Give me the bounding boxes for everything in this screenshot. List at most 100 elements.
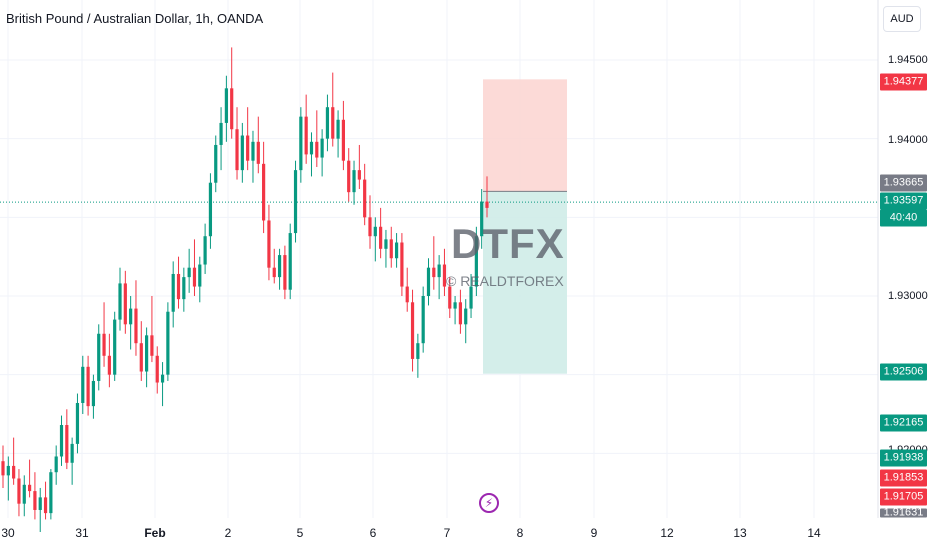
candle-bearish [65, 425, 69, 463]
candle-bearish [235, 129, 239, 171]
candle-bullish [118, 283, 122, 320]
target-price-badge: 1.92506 [880, 363, 927, 381]
candle-bearish [368, 217, 372, 237]
candle-bearish [192, 267, 197, 287]
candle-bearish [102, 333, 106, 356]
candle-bullish [416, 343, 420, 359]
candle-bullish [81, 366, 85, 403]
currency-button[interactable]: AUD [883, 6, 921, 32]
candle-bearish [12, 465, 16, 479]
candle-bullish [394, 242, 399, 259]
candle-bearish [230, 88, 234, 130]
candle-bullish [309, 141, 314, 155]
candle-bearish [267, 220, 271, 268]
candle-bearish [410, 302, 415, 359]
watermark-subtext: © REALDTFOREX [446, 273, 564, 289]
price-badge: 1.91853 [880, 469, 927, 487]
price-badge: 1.91938 [880, 449, 927, 467]
candle-bullish [240, 135, 244, 171]
candle-bearish [176, 273, 181, 300]
lightning-icon[interactable]: ⚡ [479, 493, 499, 513]
candle-bullish [336, 119, 340, 139]
candle-bullish [320, 138, 324, 158]
candle-bearish [43, 497, 48, 514]
candle-bullish [480, 201, 484, 237]
candle-bullish [299, 116, 303, 171]
candle-bearish [341, 119, 345, 161]
candle-bearish [448, 286, 452, 309]
candle-bearish [363, 179, 367, 218]
time-tick: 31 [75, 526, 89, 540]
candle-bearish [150, 335, 154, 356]
candle-bullish [352, 170, 356, 193]
candle-bullish [166, 311, 170, 375]
candle-bearish [155, 355, 159, 383]
price-tick: 1.94500 [888, 54, 928, 66]
candle-bullish [288, 233, 292, 290]
candle-bullish [75, 402, 80, 444]
time-tick: 9 [590, 526, 598, 540]
watermark-logo: DTFX [451, 220, 565, 267]
candle-bullish [129, 308, 133, 325]
candle-bearish [246, 135, 250, 161]
current-price-badge: 1.93597 [880, 192, 927, 210]
candle-bearish [400, 242, 404, 287]
candle-bullish [113, 319, 117, 375]
candle-bearish [33, 491, 37, 510]
candle-bullish [474, 236, 478, 287]
candle-bullish [208, 182, 213, 237]
time-tick: 2 [224, 526, 232, 540]
candle-bullish [38, 497, 42, 510]
candle-bearish [304, 116, 308, 155]
candle-bearish [331, 107, 335, 139]
candle-bearish [458, 302, 463, 325]
candle-bullish [171, 273, 175, 312]
candle-bullish [203, 236, 207, 265]
candle-bullish [97, 333, 101, 381]
candle-bullish [145, 335, 149, 372]
stop-loss-zone[interactable] [483, 79, 567, 192]
candle-bearish [357, 170, 361, 180]
candle-bullish [22, 484, 26, 504]
candle-bullish [182, 277, 186, 300]
candle-bullish [293, 170, 298, 234]
candle-bullish [251, 141, 255, 161]
time-tick: 13 [733, 526, 747, 540]
candle-bullish [437, 264, 441, 278]
candle-bearish [139, 343, 143, 372]
price-badge: 1.91705 [880, 488, 927, 506]
candle-bearish [405, 286, 409, 303]
candle-bullish [219, 122, 223, 145]
candle-bearish [256, 141, 260, 164]
candle-bullish [224, 88, 228, 123]
candle-bullish [6, 465, 10, 476]
time-tick: 7 [443, 526, 451, 540]
candle-bearish [134, 308, 138, 344]
candle-bullish [464, 308, 468, 325]
candle-bearish [347, 160, 351, 193]
price-badge: 1.91631 [880, 508, 927, 518]
candle-bullish [384, 239, 388, 249]
candle-bearish [86, 366, 90, 407]
candle-bearish [389, 239, 393, 259]
price-tick: 1.94000 [888, 134, 928, 146]
candle-bullish [325, 107, 330, 139]
candle-bearish [283, 255, 287, 290]
stop-price-badge: 1.94377 [880, 73, 927, 91]
candle-bullish [49, 472, 53, 514]
candle-bullish [421, 296, 425, 344]
candle-bullish [160, 374, 165, 383]
symbol-title[interactable]: British Pound / Australian Dollar, 1h, O… [6, 11, 264, 26]
candle-bearish [432, 267, 436, 278]
price-badge: 1.92165 [880, 414, 927, 432]
candle-bullish [70, 443, 74, 463]
time-tick: Feb [144, 526, 166, 540]
time-tick: 5 [296, 526, 304, 540]
candle-bullish [277, 255, 282, 278]
candle-bullish [54, 456, 58, 473]
price-tick: 1.93000 [888, 290, 928, 302]
candle-bearish [27, 484, 32, 492]
take-profit-zone[interactable] [483, 191, 567, 374]
candle-bullish [91, 380, 96, 407]
